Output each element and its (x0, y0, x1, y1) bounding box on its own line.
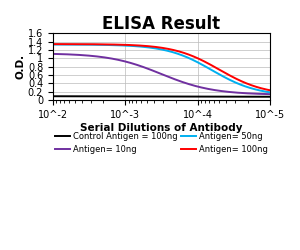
Legend: Control Antigen = 100ng, Antigen= 10ng, Antigen= 50ng, Antigen= 100ng: Control Antigen = 100ng, Antigen= 10ng, … (52, 128, 271, 157)
X-axis label: Serial Dilutions of Antibody: Serial Dilutions of Antibody (80, 123, 243, 133)
Y-axis label: O.D.: O.D. (15, 54, 25, 79)
Title: ELISA Result: ELISA Result (102, 15, 220, 33)
